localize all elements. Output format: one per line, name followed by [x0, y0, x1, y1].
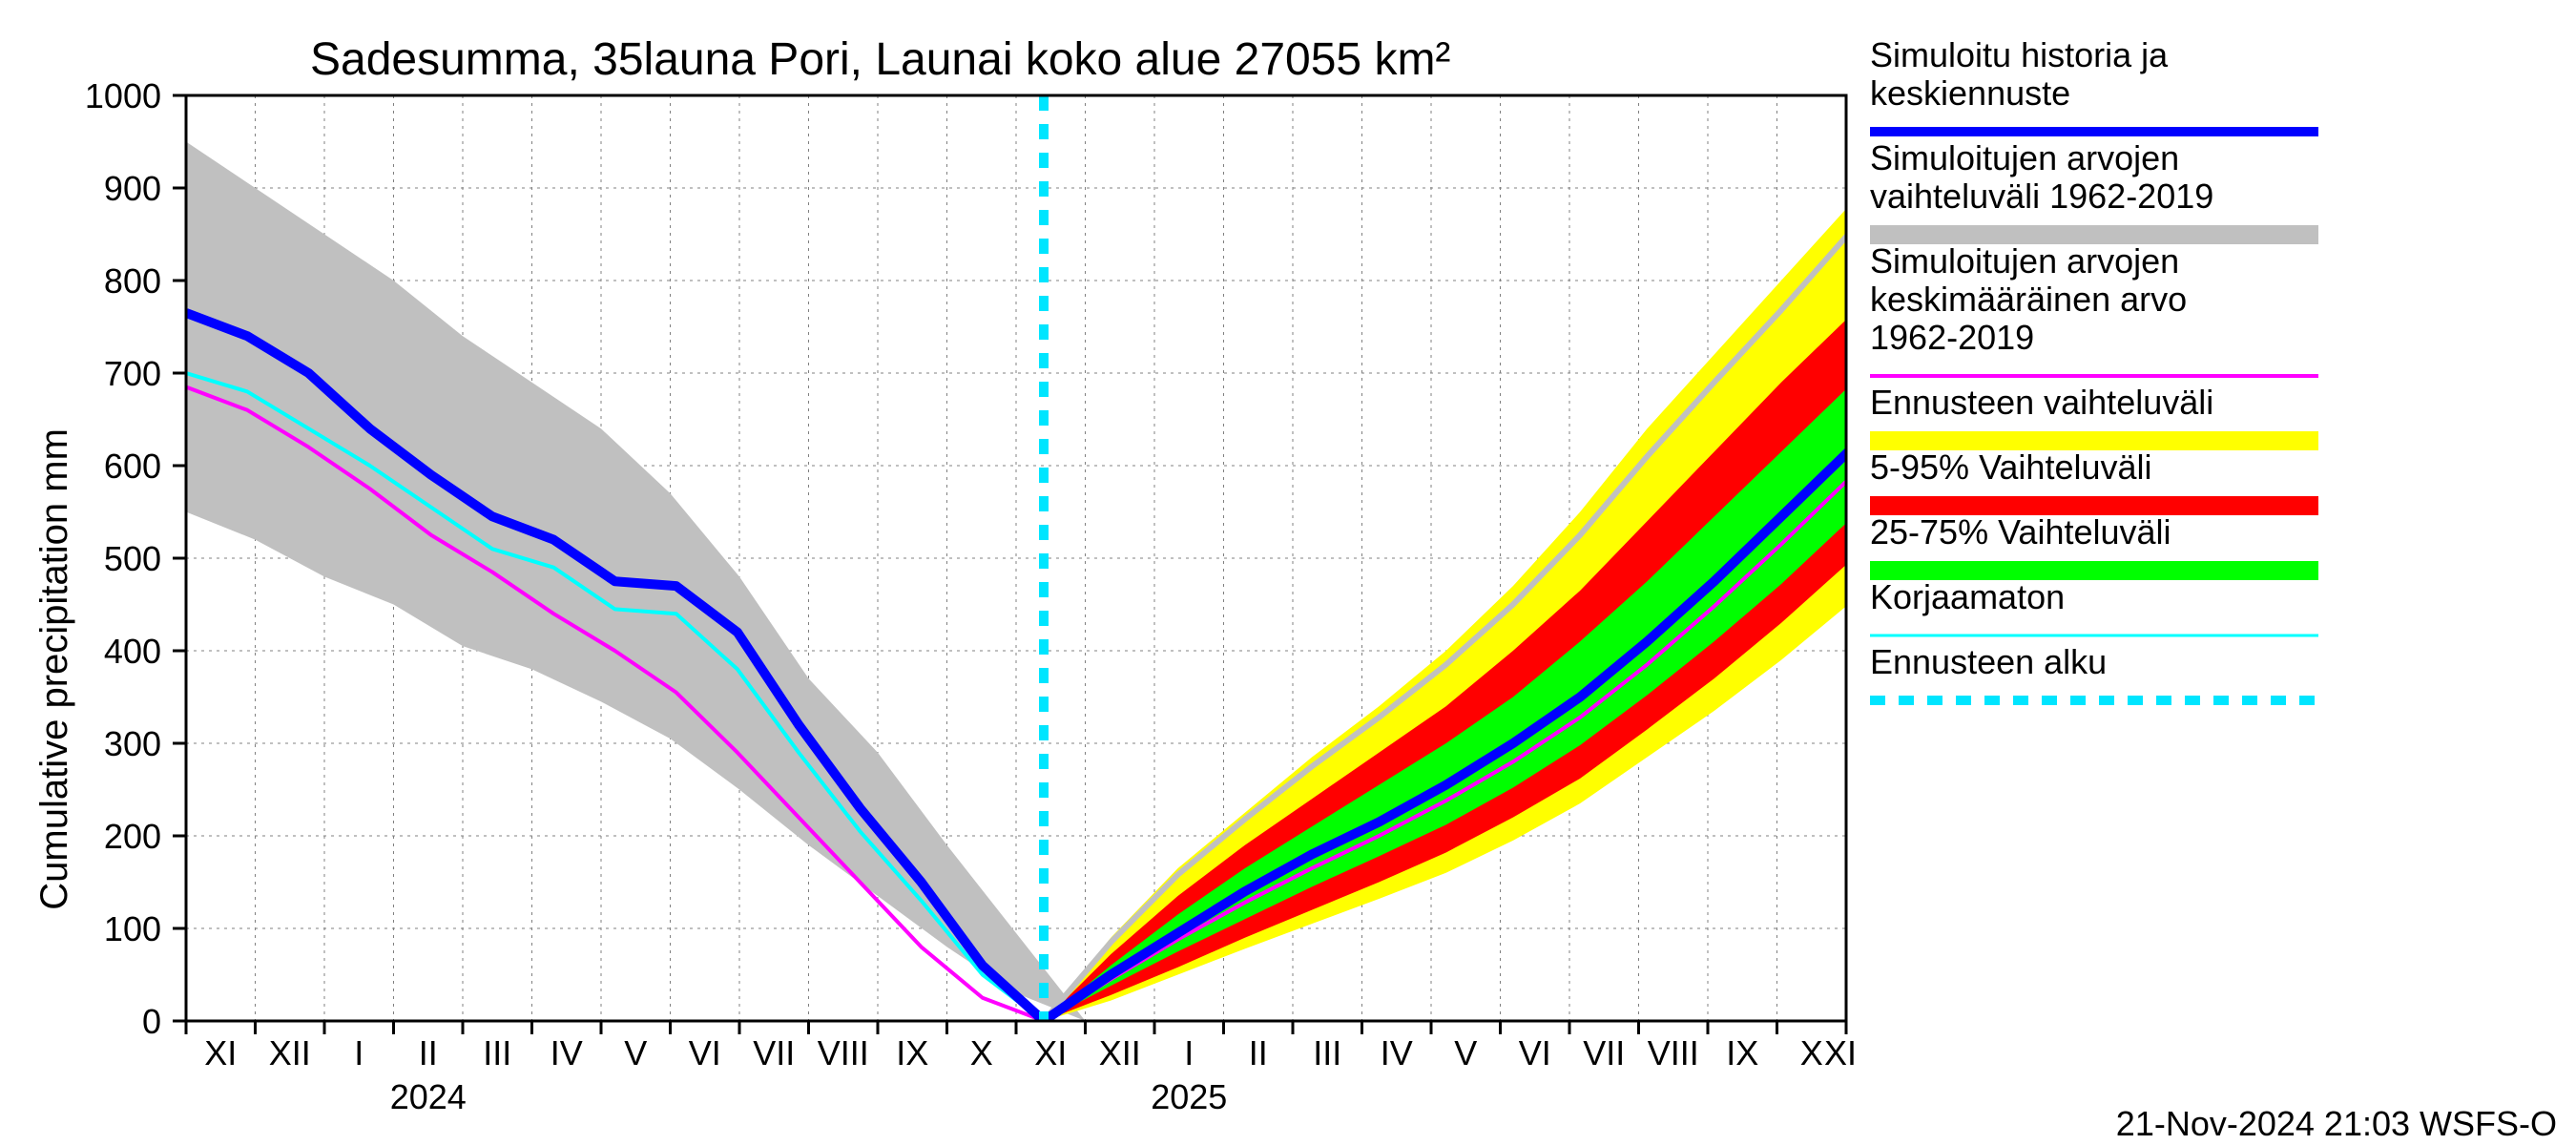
x-month-label: IV [1381, 1033, 1413, 1072]
x-year-label: 2024 [390, 1077, 467, 1116]
chart-svg: 01002003004005006007008009001000XIXIIIII… [0, 0, 2576, 1145]
x-month-label: VII [1583, 1033, 1625, 1072]
y-tick-label: 100 [104, 909, 161, 948]
x-month-label: II [1249, 1033, 1268, 1072]
legend-label: vaihteluväli 1962-2019 [1870, 177, 2213, 216]
x-month-label: X [970, 1033, 993, 1072]
y-tick-label: 700 [104, 354, 161, 393]
legend-label: Simuloitujen arvojen [1870, 138, 2179, 177]
x-month-label: I [1184, 1033, 1194, 1072]
legend-label: 1962-2019 [1870, 318, 2034, 357]
legend-label: 25-75% Vaihteluväli [1870, 512, 2171, 552]
x-month-label: IX [896, 1033, 928, 1072]
x-month-label: VI [1519, 1033, 1551, 1072]
y-tick-label: 1000 [85, 76, 161, 115]
x-month-label: IV [551, 1033, 583, 1072]
x-month-label: XI [204, 1033, 237, 1072]
x-year-label: 2025 [1151, 1077, 1227, 1116]
x-month-label: I [354, 1033, 364, 1072]
x-month-label: IX [1726, 1033, 1758, 1072]
x-month-label: XI [1034, 1033, 1067, 1072]
y-axis-label: Cumulative precipitation mm [33, 428, 75, 910]
x-month-label: II [419, 1033, 438, 1072]
legend-label: 5-95% Vaihteluväli [1870, 448, 2152, 487]
y-tick-label: 400 [104, 632, 161, 671]
x-month-label: XII [269, 1033, 311, 1072]
y-tick-label: 800 [104, 261, 161, 301]
y-tick-label: 200 [104, 817, 161, 856]
legend-label: keskiennuste [1870, 73, 2070, 113]
legend-label: Ennusteen alku [1870, 642, 2107, 681]
legend-label: Simuloitujen arvojen [1870, 241, 2179, 281]
x-month-label: VIII [818, 1033, 869, 1072]
x-month-label: XI [1824, 1033, 1857, 1072]
x-month-label: V [624, 1033, 647, 1072]
y-tick-label: 600 [104, 447, 161, 486]
x-month-label: X [1800, 1033, 1823, 1072]
x-month-label: VII [753, 1033, 795, 1072]
x-month-label: XII [1099, 1033, 1141, 1072]
x-month-label: VI [689, 1033, 721, 1072]
legend-label: Simuloitu historia ja [1870, 35, 2169, 74]
y-tick-label: 900 [104, 169, 161, 208]
legend-label: Ennusteen vaihteluväli [1870, 383, 2213, 422]
chart-footer: 21-Nov-2024 21:03 WSFS-O [2116, 1104, 2557, 1143]
x-month-label: III [1313, 1033, 1341, 1072]
chart-title: Sadesumma, 35launa Pori, Launai koko alu… [310, 34, 1450, 85]
legend-label: Korjaamaton [1870, 577, 2065, 616]
x-month-label: III [483, 1033, 511, 1072]
precipitation-chart: 01002003004005006007008009001000XIXIIIII… [0, 0, 2576, 1145]
y-tick-label: 300 [104, 724, 161, 763]
y-tick-label: 500 [104, 539, 161, 578]
x-month-label: VIII [1648, 1033, 1699, 1072]
legend-label: keskimääräinen arvo [1870, 280, 2187, 319]
y-tick-label: 0 [142, 1002, 161, 1041]
x-month-label: V [1454, 1033, 1477, 1072]
